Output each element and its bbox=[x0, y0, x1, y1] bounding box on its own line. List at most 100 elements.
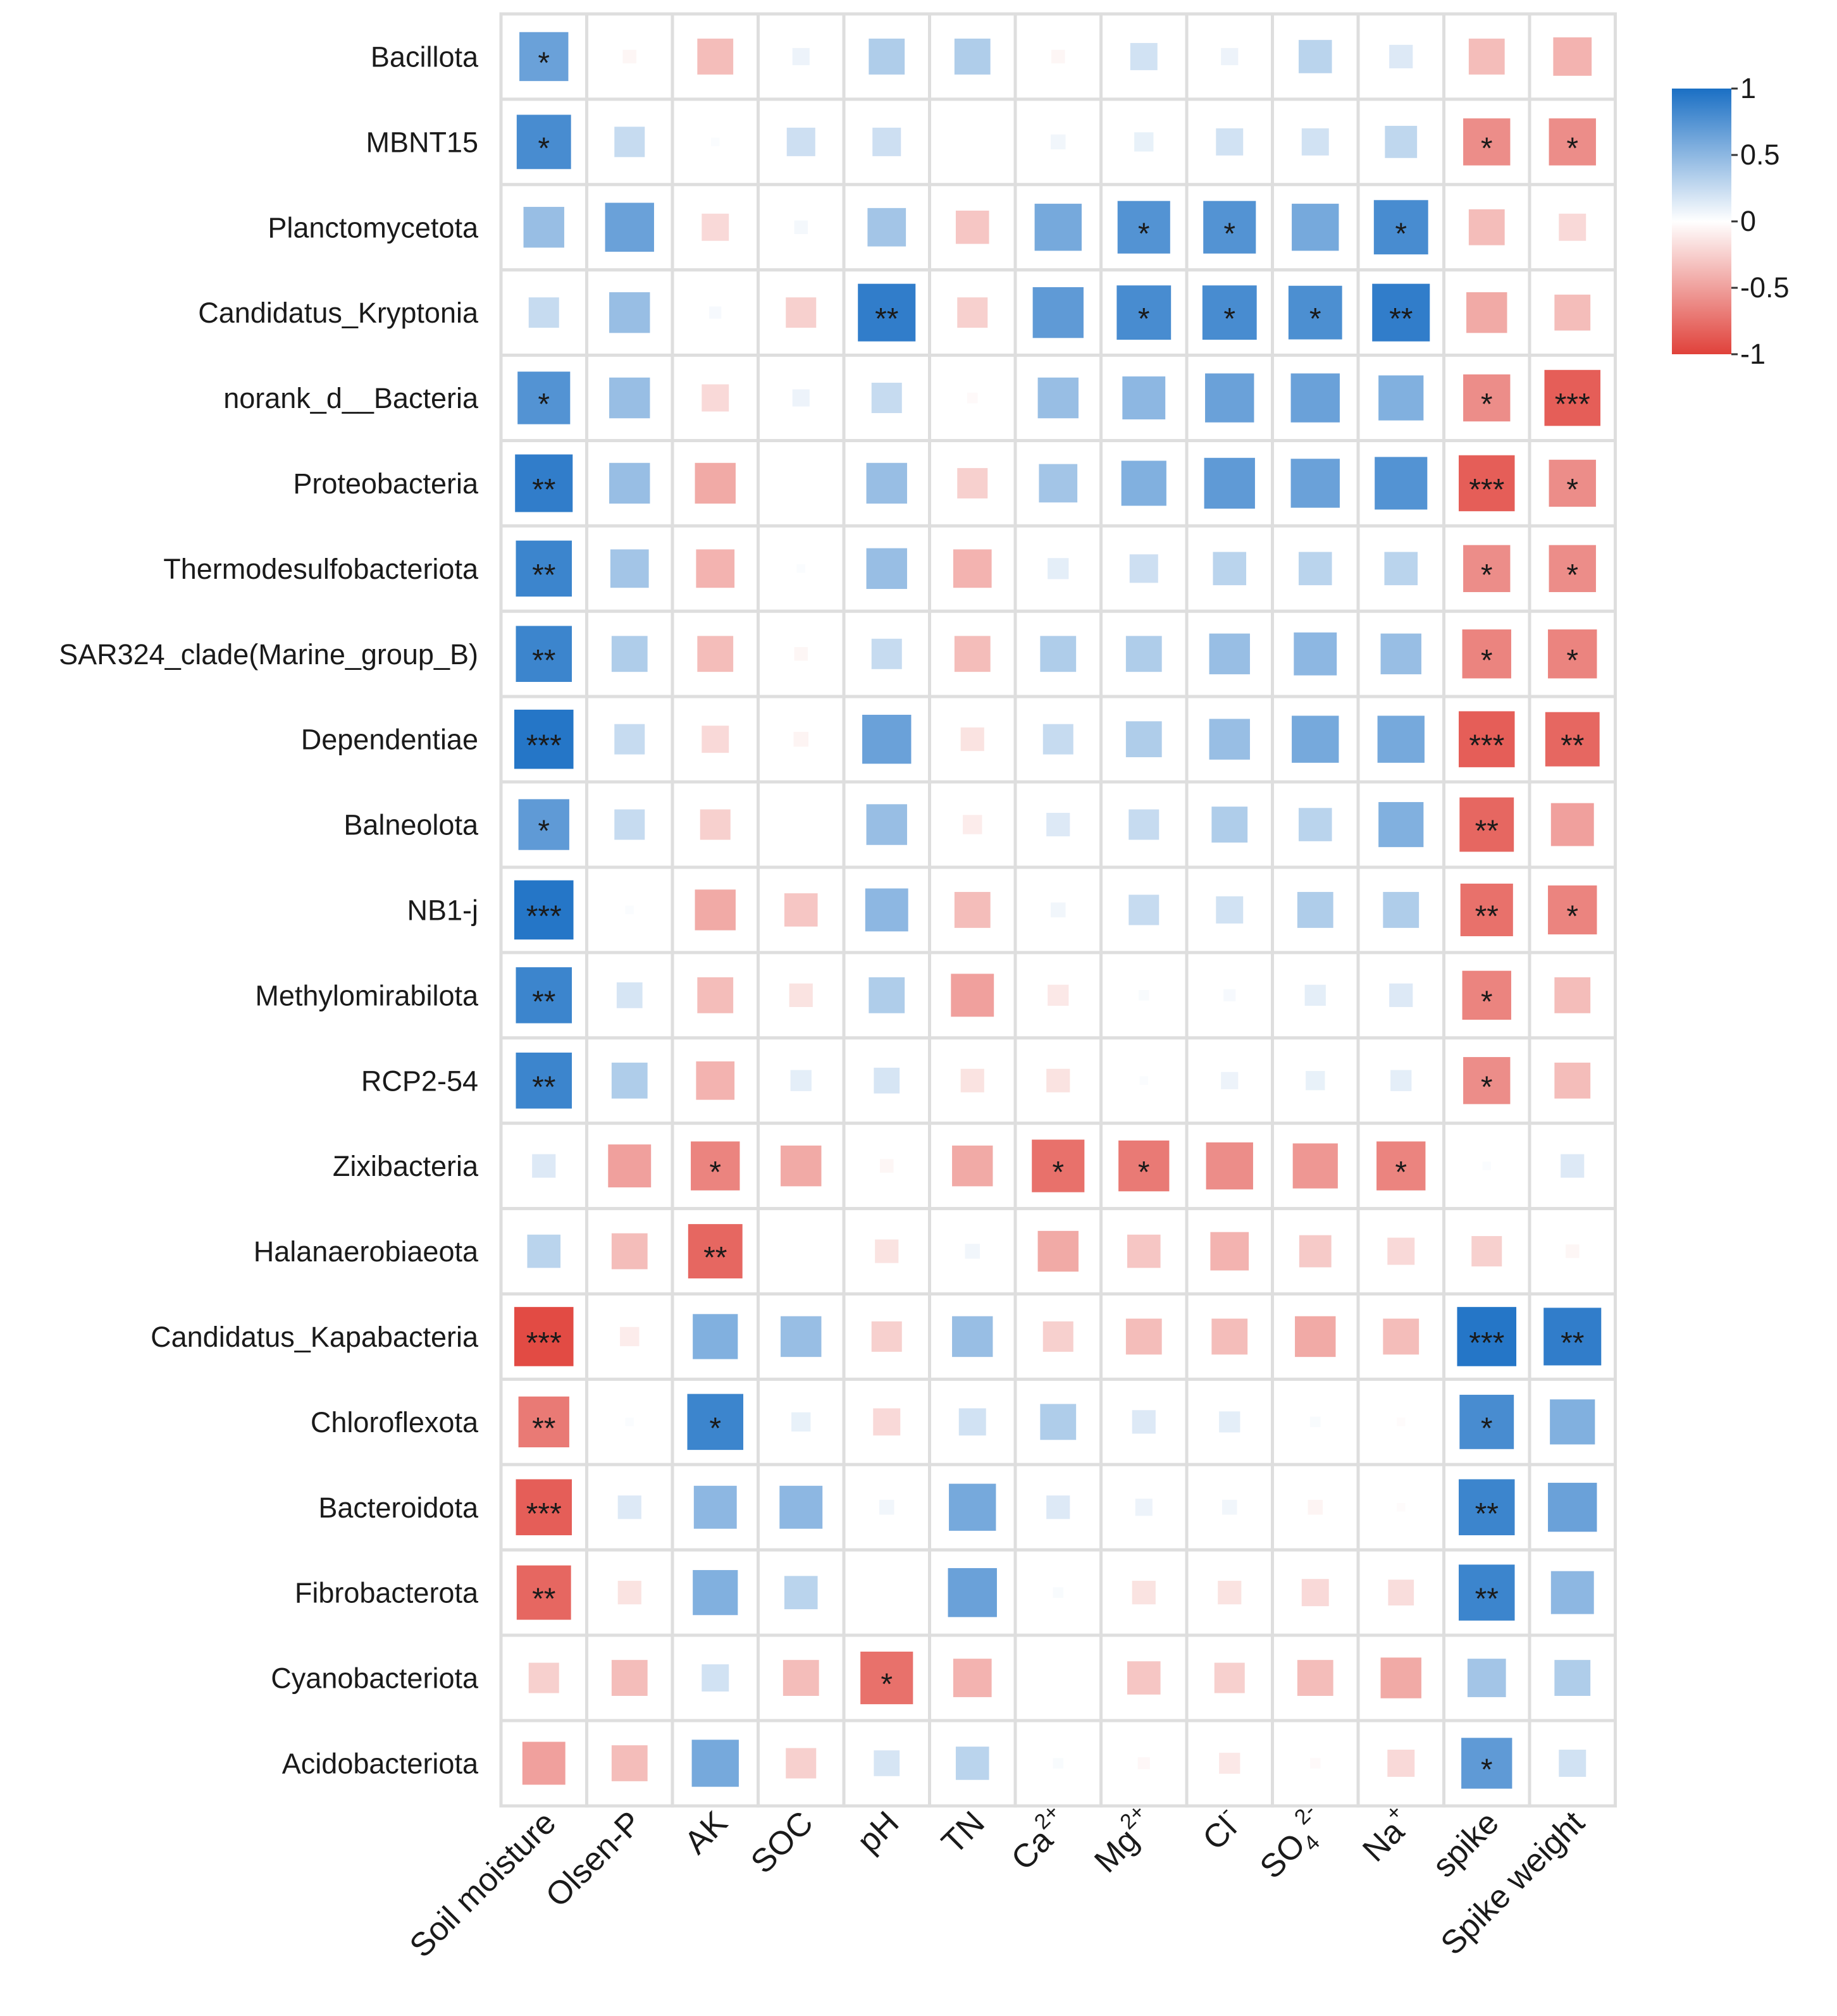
correlation-square bbox=[528, 1662, 559, 1693]
correlation-square bbox=[614, 127, 645, 158]
correlation-square bbox=[1459, 797, 1514, 852]
column-label: TN bbox=[935, 1804, 992, 1861]
significance-stars: * bbox=[1481, 985, 1493, 1018]
correlation-square bbox=[518, 799, 569, 850]
row-label: Methylomirabilota bbox=[255, 979, 479, 1011]
correlation-square bbox=[614, 724, 645, 755]
correlation-square bbox=[702, 1664, 729, 1692]
significance-stars: ** bbox=[703, 1241, 727, 1275]
correlation-square bbox=[611, 1660, 648, 1696]
correlation-square bbox=[960, 727, 984, 751]
row-label: Proteobacteria bbox=[293, 467, 479, 500]
significance-stars: * bbox=[1138, 302, 1150, 336]
correlation-square bbox=[518, 1396, 569, 1448]
correlation-square bbox=[1553, 37, 1592, 76]
row-label: Zixibacteria bbox=[333, 1150, 479, 1182]
significance-stars: * bbox=[1223, 302, 1235, 336]
correlation-square bbox=[1129, 554, 1158, 583]
correlation-square bbox=[693, 1570, 738, 1616]
correlation-square bbox=[1298, 552, 1332, 586]
significance-stars: ** bbox=[1561, 729, 1584, 763]
row-label: Thermodesulfobacteriota bbox=[163, 553, 479, 585]
correlation-square bbox=[695, 462, 736, 504]
correlation-square bbox=[954, 39, 991, 75]
row-label: Candidatus_Kapabacteria bbox=[151, 1321, 479, 1353]
correlation-square bbox=[1549, 545, 1596, 593]
row-label: NB1-j bbox=[407, 894, 478, 926]
row-label: Acidobacteriota bbox=[282, 1747, 479, 1779]
correlation-square bbox=[611, 1745, 648, 1781]
correlation-square bbox=[702, 726, 729, 753]
correlation-square bbox=[1468, 39, 1505, 75]
correlation-square bbox=[516, 540, 572, 597]
row-label: SAR324_clade(Marine_group_B) bbox=[59, 638, 478, 671]
row-label: Bacteroidota bbox=[318, 1492, 479, 1524]
correlation-square bbox=[1458, 1479, 1515, 1536]
correlation-square bbox=[620, 1326, 640, 1347]
correlation-square bbox=[1457, 1307, 1517, 1366]
correlation-square bbox=[1209, 719, 1250, 760]
row-label: MBNT15 bbox=[366, 126, 478, 158]
correlation-square bbox=[957, 467, 988, 498]
colorbar-tick-label: 0.5 bbox=[1740, 139, 1780, 171]
correlation-square bbox=[516, 626, 572, 683]
correlation-square bbox=[871, 638, 902, 669]
significance-stars: ** bbox=[1561, 1326, 1584, 1360]
significance-stars: * bbox=[1395, 1156, 1407, 1189]
correlation-square bbox=[1390, 1070, 1412, 1091]
correlation-square bbox=[625, 905, 634, 915]
correlation-square bbox=[1462, 629, 1511, 679]
correlation-square bbox=[1566, 1244, 1580, 1258]
significance-stars: * bbox=[1223, 217, 1235, 250]
correlation-square bbox=[528, 297, 559, 328]
correlation-square bbox=[1463, 374, 1511, 422]
correlation-square bbox=[1548, 885, 1597, 935]
correlation-square bbox=[1034, 204, 1082, 251]
correlation-square bbox=[1040, 1404, 1077, 1440]
correlation-square bbox=[1137, 1757, 1150, 1770]
correlation-square bbox=[1134, 132, 1154, 152]
significance-stars: * bbox=[1481, 1070, 1493, 1104]
column-label: Cl- bbox=[1191, 1800, 1249, 1857]
row-label: Dependentiae bbox=[301, 724, 478, 756]
column-label: Na+ bbox=[1351, 1800, 1420, 1869]
grid-cell bbox=[928, 97, 1017, 187]
correlation-square bbox=[1203, 201, 1256, 254]
correlation-square bbox=[1298, 40, 1332, 73]
correlation-square bbox=[1378, 801, 1424, 848]
correlation-square bbox=[790, 1070, 812, 1091]
grid-cell bbox=[757, 1633, 846, 1722]
correlation-square bbox=[1554, 1660, 1591, 1696]
correlation-square bbox=[608, 1144, 652, 1188]
correlation-square bbox=[1375, 457, 1428, 510]
correlation-square bbox=[1545, 712, 1600, 767]
correlation-square bbox=[1219, 1411, 1240, 1433]
correlation-square bbox=[1459, 1394, 1514, 1449]
correlation-square bbox=[786, 297, 817, 328]
correlation-square bbox=[516, 1565, 571, 1620]
significance-stars: ** bbox=[1475, 815, 1499, 848]
correlation-square bbox=[514, 709, 574, 769]
correlation-square bbox=[953, 1659, 992, 1697]
correlation-square bbox=[1121, 461, 1166, 506]
colorbar-tick-label: 0 bbox=[1740, 205, 1756, 237]
significance-stars: * bbox=[538, 46, 550, 80]
grid-cell bbox=[757, 439, 846, 528]
correlation-square bbox=[1294, 632, 1337, 676]
correlation-square bbox=[696, 549, 735, 588]
heatmap-cells: ** * ** * *** * * * *** * ***** *** *** * *** * **** *** *… bbox=[499, 12, 1617, 1808]
correlation-square bbox=[1396, 1502, 1406, 1512]
significance-stars: * bbox=[881, 1668, 893, 1702]
correlation-square bbox=[1288, 285, 1342, 340]
correlation-square bbox=[1388, 1580, 1414, 1606]
correlation-square bbox=[1118, 1140, 1170, 1192]
correlation-square bbox=[1383, 1318, 1420, 1355]
correlation-square bbox=[871, 383, 902, 414]
correlation-square bbox=[1554, 977, 1591, 1013]
correlation-square bbox=[1211, 807, 1248, 843]
correlation-square bbox=[1050, 134, 1066, 150]
significance-stars: ** bbox=[1475, 1583, 1499, 1616]
correlation-square bbox=[519, 32, 569, 82]
correlation-square bbox=[872, 127, 901, 156]
correlation-square bbox=[1377, 715, 1425, 763]
